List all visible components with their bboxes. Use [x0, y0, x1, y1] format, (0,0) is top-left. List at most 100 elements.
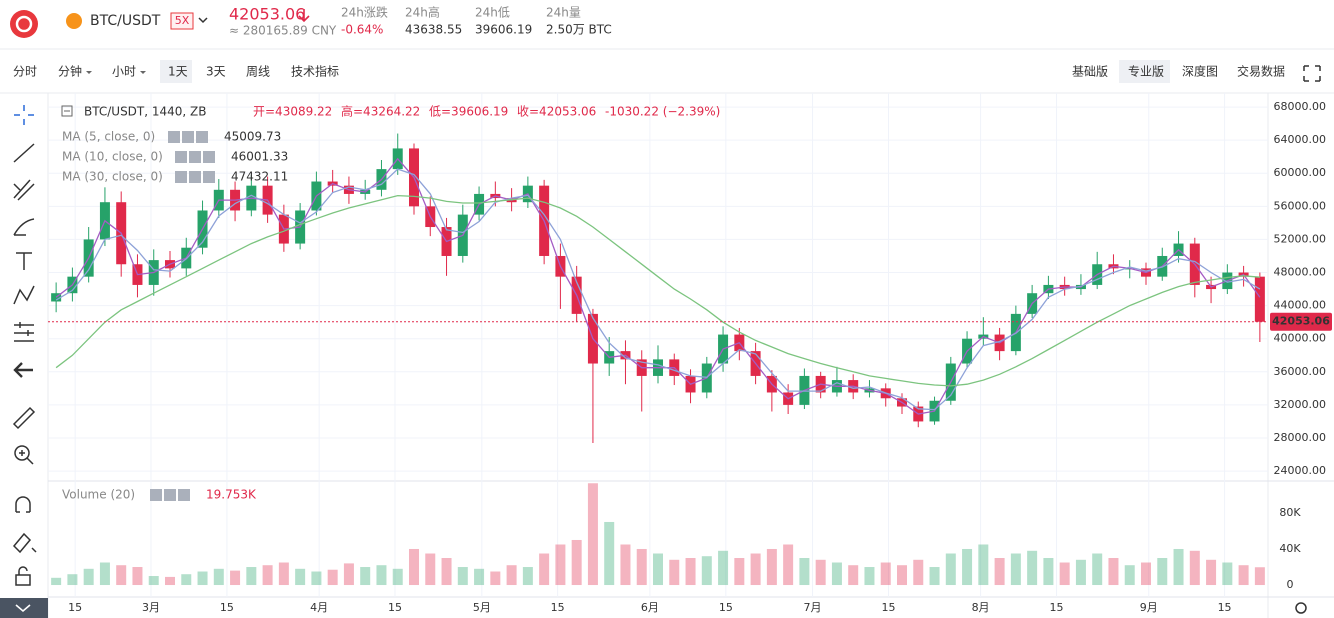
text-tool[interactable]: [16, 252, 32, 270]
logo[interactable]: [10, 10, 38, 38]
volume-bar: [1254, 567, 1265, 586]
magnet-tool[interactable]: [15, 496, 31, 513]
logo-mark: [15, 15, 33, 33]
volume-bar: [230, 570, 241, 586]
chart-title: BTC/USDT, 1440, ZB: [84, 105, 207, 119]
volume-bar: [978, 544, 989, 586]
drawing-tools: [12, 105, 37, 586]
coin-icon: [66, 13, 82, 29]
lock-tool[interactable]: [15, 574, 31, 586]
volume-bar: [994, 558, 1005, 586]
legend-button[interactable]: [175, 151, 187, 163]
settings-icon[interactable]: [1295, 602, 1307, 614]
line-tool[interactable]: [13, 143, 35, 163]
interval-tab[interactable]: 分时: [13, 65, 37, 79]
collapse-legend[interactable]: [61, 105, 73, 117]
pair-dropdown[interactable]: [198, 17, 208, 24]
legend-button[interactable]: [196, 131, 208, 143]
volume-bar: [1075, 559, 1086, 586]
volume-bar: [343, 563, 354, 586]
volume-bar: [718, 550, 729, 586]
volume-bar: [490, 571, 501, 586]
legend-button[interactable]: [189, 151, 201, 163]
x-tick-label: 15: [551, 601, 565, 614]
volume-bar: [1206, 559, 1217, 586]
volume-bar: [425, 553, 436, 586]
ohlc-legend: 低=39606.19: [429, 105, 508, 119]
interval-tab[interactable]: 小时: [112, 65, 136, 79]
volume-bar: [278, 562, 289, 586]
x-tick-label: 15: [1218, 601, 1232, 614]
legend-button[interactable]: [182, 131, 194, 143]
cny-price: ≈ 280165.89 CNY: [229, 24, 337, 38]
volume-bar: [392, 568, 403, 586]
volume-bar: [295, 568, 306, 586]
interval-tab[interactable]: 分钟: [58, 64, 82, 79]
collapse-tab[interactable]: [0, 598, 48, 618]
zoom-tool[interactable]: [14, 445, 30, 461]
dropdown-caret: [140, 71, 146, 74]
candle-body: [1254, 276, 1265, 322]
ma-line: [55, 168, 1261, 411]
volume-bar: [1010, 553, 1021, 586]
fib-tool[interactable]: [13, 179, 35, 201]
ohlc-legend: 收=42053.06: [517, 105, 596, 119]
x-tick-label: 5月: [473, 601, 491, 614]
volume-bar: [1043, 558, 1054, 586]
lock-draw-tool[interactable]: [12, 532, 37, 554]
volume-bar: [522, 567, 533, 586]
ma-legend-value: 46001.33: [231, 150, 288, 164]
volume-bar: [1124, 565, 1135, 586]
volume-bar: [864, 567, 875, 586]
projection-tool[interactable]: [14, 322, 34, 342]
interval-tab[interactable]: 1天: [168, 65, 188, 79]
y-tick-label: 40000.00: [1274, 332, 1327, 345]
ruler-tool[interactable]: [12, 406, 36, 430]
last-price: 42053.06: [229, 5, 305, 24]
volume-bar: [766, 548, 777, 586]
legend-button[interactable]: [150, 489, 162, 501]
volume-bar: [165, 576, 175, 586]
interval-tab[interactable]: 技术指标: [291, 64, 339, 79]
pair[interactable]: BTC/USDT: [90, 13, 161, 29]
legend-button[interactable]: [164, 489, 176, 501]
legend-button[interactable]: [168, 131, 180, 143]
volume-bar: [1092, 553, 1103, 586]
back-tool[interactable]: [13, 362, 33, 378]
y-tick-label: 52000.00: [1274, 232, 1327, 245]
volume-bar: [783, 544, 794, 586]
legend-button[interactable]: [203, 171, 215, 183]
stat-value: -0.64%: [341, 23, 383, 37]
volume-bar: [669, 559, 680, 586]
ohlc-legend: 高=43264.22: [341, 104, 420, 119]
legend-button[interactable]: [178, 489, 190, 501]
y-tick-label: 56000.00: [1274, 199, 1327, 212]
crosshair-tool[interactable]: [14, 105, 34, 125]
volume-bar: [327, 569, 338, 586]
volume-bar: [474, 568, 485, 586]
y-tick-label: 28000.00: [1274, 431, 1327, 444]
view-tab[interactable]: 交易数据: [1237, 64, 1285, 79]
legend-button[interactable]: [175, 171, 187, 183]
legend-button[interactable]: [189, 171, 201, 183]
fullscreen-icon[interactable]: [1303, 65, 1321, 82]
volume-bar: [181, 574, 192, 586]
brush-tool[interactable]: [13, 218, 35, 236]
volume-bar: [750, 553, 761, 586]
pattern-tool[interactable]: [13, 285, 35, 305]
ohlc-legend: -1030.22 (−2.39%): [605, 105, 720, 119]
view-tab[interactable]: 基础版: [1072, 65, 1108, 79]
ma-legend-name: MA (10, close, 0): [62, 150, 163, 164]
x-tick-label: 15: [388, 601, 402, 614]
volume-bar: [246, 567, 257, 586]
y-tick-label: 60000.00: [1274, 166, 1327, 179]
interval-tab[interactable]: 3天: [206, 65, 226, 79]
view-tab[interactable]: 深度图: [1182, 64, 1218, 79]
ma-legend-value: 47432.11: [231, 170, 288, 184]
interval-tab[interactable]: 周线: [246, 65, 270, 79]
legend-button[interactable]: [203, 151, 215, 163]
y-tick-label: 48000.00: [1274, 266, 1327, 279]
volume-tick-label: 40K: [1279, 542, 1301, 555]
view-tab[interactable]: 专业版: [1128, 64, 1164, 79]
